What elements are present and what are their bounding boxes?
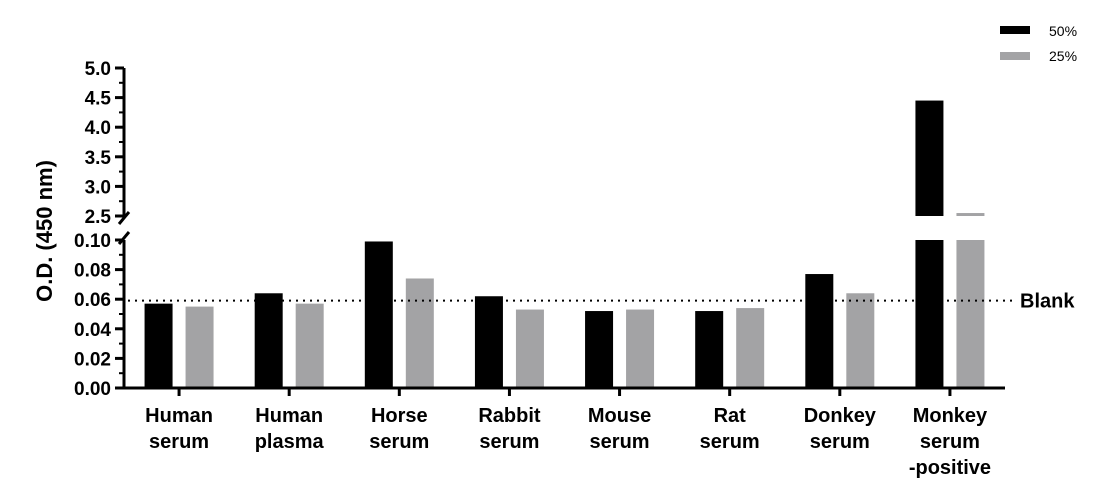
bar [695, 311, 724, 388]
bar [144, 303, 173, 388]
bar [915, 240, 944, 388]
y-tick-label-upper: 3.5 [85, 148, 112, 169]
y-tick-label-upper: 4.5 [85, 89, 112, 110]
y-tick-label-lower: 0.10 [74, 231, 111, 252]
y-axis-title: O.D. (450 nm) [32, 160, 57, 302]
y-tick-label-upper: 5.0 [85, 59, 111, 80]
axis-break-mark-lower [117, 231, 131, 245]
x-tick-label: Monkey serum -positive [909, 405, 991, 479]
y-tick-label-lower: 0.00 [74, 379, 111, 400]
legend-swatch-50 [1000, 26, 1030, 34]
bar [515, 309, 544, 388]
bar [474, 296, 503, 388]
legend-swatch-25 [1000, 52, 1030, 60]
bar [956, 240, 985, 388]
y-axis: 2.5 3.0 3.5 4.0 4.5 5.0 0.00 0.02 0.04 0.06 0.08 0.… [74, 59, 131, 400]
y-tick-label-upper: 2.5 [85, 207, 112, 228]
x-tick-label: Rabbit serum [478, 405, 541, 453]
x-tick-label: Mouse serum [588, 405, 651, 453]
bar [805, 274, 834, 388]
blank-label: Blank [1020, 291, 1075, 313]
y-tick-label-lower: 0.02 [74, 349, 111, 370]
legend-label-25: 25% [1049, 48, 1077, 64]
x-tick-label: Human serum [145, 405, 213, 453]
bar [405, 278, 434, 388]
bar [364, 241, 393, 388]
x-tick-label: Human plasma [255, 405, 325, 453]
y-tick-label-upper: 3.0 [85, 177, 111, 198]
bar [736, 308, 765, 388]
bar-upper-segment [956, 213, 985, 216]
y-tick-label-lower: 0.08 [74, 261, 111, 282]
bar [295, 303, 324, 388]
legend: 50% 25% [1000, 23, 1077, 64]
bar-upper-segment [915, 100, 944, 216]
y-tick-label-lower: 0.06 [74, 290, 111, 311]
x-tick-label: Horse serum [369, 405, 429, 453]
legend-label-50: 50% [1049, 23, 1077, 39]
bar [185, 306, 214, 388]
bars [144, 100, 985, 388]
x-tick-label: Rat serum [700, 405, 760, 453]
axis-break-mark-upper [117, 211, 131, 225]
bar [585, 311, 614, 388]
y-tick-label-upper: 4.0 [85, 118, 111, 139]
x-tick-label: Donkey serum [804, 405, 877, 453]
bar [254, 293, 283, 388]
bar [846, 293, 875, 388]
x-axis: Human serum Human plasma Horse serum Rabbit ser… [122, 386, 1005, 479]
y-tick-label-lower: 0.04 [74, 320, 111, 341]
bar [626, 309, 655, 388]
